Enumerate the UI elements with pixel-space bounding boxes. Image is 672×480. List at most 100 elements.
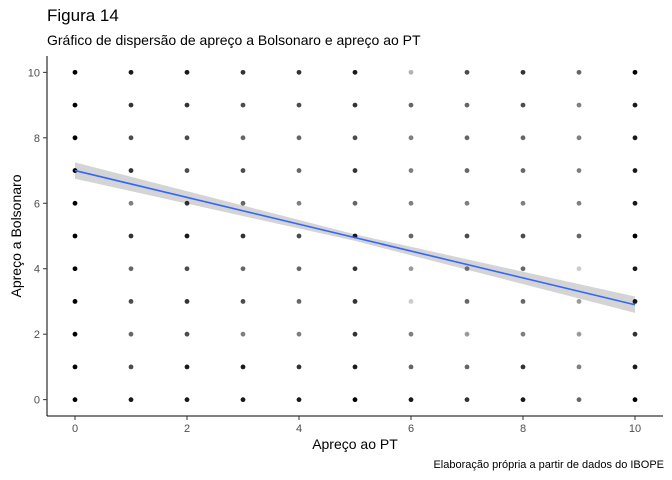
data-point	[296, 200, 302, 206]
data-point	[352, 397, 358, 403]
data-point	[72, 364, 78, 370]
trend-line	[74, 169, 636, 306]
data-point	[240, 102, 246, 108]
data-point	[184, 200, 190, 206]
data-point	[352, 331, 358, 337]
x-tick-label: 8	[520, 423, 526, 435]
data-point	[576, 299, 582, 304]
data-point	[296, 233, 302, 239]
data-point	[464, 168, 470, 173]
data-point	[184, 266, 190, 272]
x-tick-label: 4	[296, 423, 302, 435]
data-point	[576, 364, 582, 370]
data-point	[296, 331, 302, 337]
source-caption: Elaboração própria a partir de dados do …	[433, 459, 664, 471]
data-point	[72, 266, 78, 272]
data-point	[464, 69, 470, 75]
data-point	[632, 397, 638, 403]
data-point	[632, 233, 638, 239]
data-point	[576, 266, 582, 272]
data-point	[240, 233, 246, 239]
data-point	[464, 397, 470, 403]
y-tick-label: 10	[28, 67, 40, 79]
data-point	[352, 364, 358, 370]
data-point	[632, 266, 638, 272]
data-point	[576, 135, 582, 141]
data-point	[520, 135, 526, 141]
data-point	[296, 397, 302, 403]
data-point	[240, 135, 246, 141]
data-point	[240, 299, 246, 304]
data-point	[408, 364, 414, 370]
data-point	[520, 397, 526, 403]
data-point	[464, 331, 470, 337]
data-point	[296, 266, 302, 272]
data-point	[184, 233, 190, 239]
data-point	[128, 364, 134, 370]
data-point	[72, 135, 78, 141]
data-point	[240, 266, 246, 272]
data-point	[72, 233, 78, 239]
data-point	[184, 102, 190, 108]
x-tick-label: 0	[72, 423, 78, 435]
data-point	[128, 200, 134, 206]
data-point	[408, 200, 414, 206]
data-point	[632, 69, 638, 75]
data-point	[184, 168, 190, 173]
data-point	[408, 102, 414, 108]
y-tick-label: 6	[34, 198, 40, 210]
data-point	[240, 397, 246, 403]
data-point	[352, 168, 358, 173]
data-point	[72, 397, 78, 403]
data-point	[576, 200, 582, 206]
points-layer	[72, 69, 638, 403]
data-point	[408, 69, 414, 75]
chart-title: Figura 14	[47, 6, 119, 25]
data-point	[352, 200, 358, 206]
data-point	[128, 299, 134, 304]
data-point	[296, 168, 302, 173]
data-point	[240, 69, 246, 75]
data-point	[520, 266, 526, 272]
data-point	[352, 135, 358, 141]
data-point	[520, 299, 526, 304]
x-tick-label: 2	[184, 423, 190, 435]
data-point	[296, 364, 302, 370]
data-point	[632, 331, 638, 337]
chart-subtitle: Gráfico de dispersão de apreço a Bolsona…	[47, 32, 421, 48]
data-point	[408, 331, 414, 337]
data-point	[520, 168, 526, 173]
data-point	[464, 102, 470, 108]
data-point	[464, 266, 470, 272]
data-point	[408, 397, 414, 403]
x-axis-title: Apreço ao PT	[312, 436, 398, 452]
data-point	[128, 69, 134, 75]
data-point	[184, 69, 190, 75]
data-point	[632, 102, 638, 108]
data-point	[408, 266, 414, 272]
data-point	[296, 102, 302, 108]
y-tick-label: 0	[34, 395, 40, 407]
data-point	[576, 233, 582, 239]
x-tick-label: 10	[629, 423, 641, 435]
data-point	[464, 299, 470, 304]
data-point	[520, 200, 526, 206]
data-point	[72, 299, 78, 304]
data-point	[128, 233, 134, 239]
data-point	[632, 168, 638, 173]
data-point	[240, 200, 246, 206]
y-tick-label: 2	[34, 329, 40, 341]
data-point	[464, 364, 470, 370]
data-point	[408, 299, 414, 304]
data-point	[72, 200, 78, 206]
data-point	[576, 102, 582, 108]
x-axis-ticks: 0 2 4 6 8 10	[72, 416, 641, 435]
data-point	[72, 69, 78, 75]
data-point	[632, 299, 638, 304]
data-point	[128, 135, 134, 141]
data-point	[128, 266, 134, 272]
data-point	[464, 233, 470, 239]
data-point	[128, 331, 134, 337]
y-axis-title: Apreço a Bolsonaro	[8, 174, 24, 297]
